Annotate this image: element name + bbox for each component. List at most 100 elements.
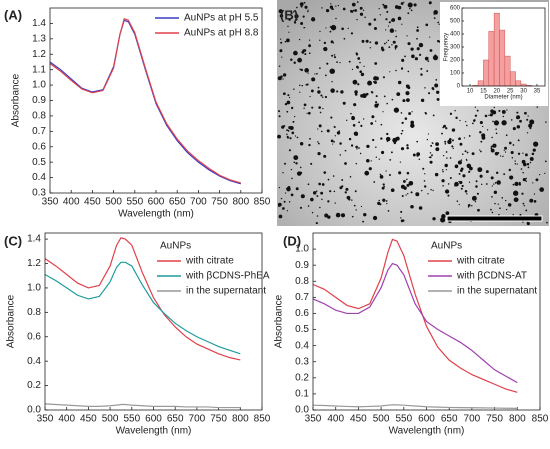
particle bbox=[436, 90, 440, 94]
particle bbox=[490, 145, 493, 148]
particle bbox=[354, 90, 358, 94]
particle bbox=[408, 180, 414, 186]
particle bbox=[350, 144, 354, 147]
particle bbox=[282, 207, 285, 210]
particle bbox=[444, 189, 450, 194]
particle bbox=[385, 170, 387, 172]
particle bbox=[356, 148, 358, 150]
particle bbox=[339, 62, 341, 64]
particle bbox=[502, 155, 504, 158]
particle bbox=[375, 95, 378, 98]
y-tick-label: 0.9 bbox=[32, 95, 46, 106]
particle bbox=[423, 185, 427, 188]
particle bbox=[329, 68, 335, 74]
particle bbox=[452, 147, 454, 150]
particle bbox=[382, 111, 384, 113]
particle bbox=[333, 190, 336, 193]
particle bbox=[544, 172, 546, 175]
particle bbox=[355, 162, 358, 165]
particle bbox=[475, 180, 478, 183]
particle bbox=[410, 47, 414, 51]
panel-label: (C) bbox=[4, 233, 22, 248]
particle bbox=[323, 154, 327, 158]
particle bbox=[392, 40, 396, 44]
particle bbox=[359, 152, 362, 155]
particle bbox=[405, 91, 410, 96]
particle bbox=[528, 123, 533, 128]
particle bbox=[400, 147, 405, 151]
particle bbox=[348, 137, 352, 141]
plot-frame bbox=[312, 232, 541, 411]
particle bbox=[378, 199, 380, 202]
particle bbox=[299, 84, 301, 87]
particle bbox=[357, 57, 361, 60]
particle bbox=[299, 171, 303, 175]
particle bbox=[310, 89, 314, 93]
particle bbox=[457, 160, 462, 165]
particle bbox=[502, 115, 504, 118]
particle bbox=[442, 170, 444, 173]
particle bbox=[441, 214, 446, 219]
particle bbox=[284, 102, 288, 106]
particle bbox=[314, 73, 316, 75]
particle bbox=[352, 79, 358, 85]
particle bbox=[360, 124, 363, 127]
x-tick-label: 550 bbox=[126, 197, 143, 208]
particle bbox=[435, 142, 439, 147]
legend-label: with βCDNS-AT bbox=[456, 271, 527, 282]
particle bbox=[467, 204, 471, 207]
particle bbox=[286, 129, 288, 132]
particle bbox=[395, 69, 397, 72]
particle bbox=[491, 196, 493, 198]
particle bbox=[416, 29, 419, 32]
particle bbox=[354, 93, 358, 96]
particle bbox=[358, 121, 361, 124]
particle bbox=[522, 152, 524, 154]
particle bbox=[464, 189, 468, 193]
particle bbox=[428, 92, 431, 95]
particle bbox=[345, 187, 349, 191]
plot-frame bbox=[44, 232, 263, 411]
particle bbox=[397, 5, 402, 10]
particle bbox=[424, 87, 426, 89]
particle bbox=[459, 142, 463, 146]
x-tick-label: 700 bbox=[189, 414, 206, 425]
particle bbox=[280, 41, 283, 44]
particle bbox=[481, 135, 486, 140]
particle bbox=[294, 135, 297, 137]
particle bbox=[306, 83, 309, 86]
particle bbox=[529, 161, 532, 164]
particle bbox=[431, 154, 433, 157]
particle bbox=[312, 191, 317, 195]
particle bbox=[499, 155, 502, 157]
x-tick-label: 35 bbox=[534, 89, 541, 95]
particle bbox=[446, 157, 448, 159]
particle bbox=[493, 190, 498, 194]
particle bbox=[344, 191, 347, 194]
particle bbox=[491, 136, 493, 139]
particle bbox=[291, 177, 293, 180]
particle bbox=[340, 90, 344, 94]
particle bbox=[475, 185, 478, 188]
particle bbox=[465, 120, 467, 123]
particle bbox=[293, 11, 295, 13]
particle bbox=[493, 183, 495, 185]
particle bbox=[332, 143, 334, 145]
particle bbox=[331, 54, 334, 57]
x-tick-label: 350 bbox=[37, 414, 54, 425]
particle bbox=[353, 131, 359, 136]
particle bbox=[471, 152, 475, 156]
particle bbox=[280, 75, 283, 78]
particle bbox=[482, 125, 484, 128]
particle bbox=[383, 95, 386, 98]
particle bbox=[350, 32, 354, 35]
particle bbox=[406, 98, 410, 102]
particle bbox=[286, 100, 291, 105]
particle bbox=[380, 46, 384, 50]
particle bbox=[333, 56, 337, 59]
particle bbox=[526, 221, 529, 224]
particle bbox=[293, 61, 296, 64]
particle bbox=[304, 53, 307, 56]
particle bbox=[355, 209, 357, 211]
particle bbox=[445, 211, 450, 216]
